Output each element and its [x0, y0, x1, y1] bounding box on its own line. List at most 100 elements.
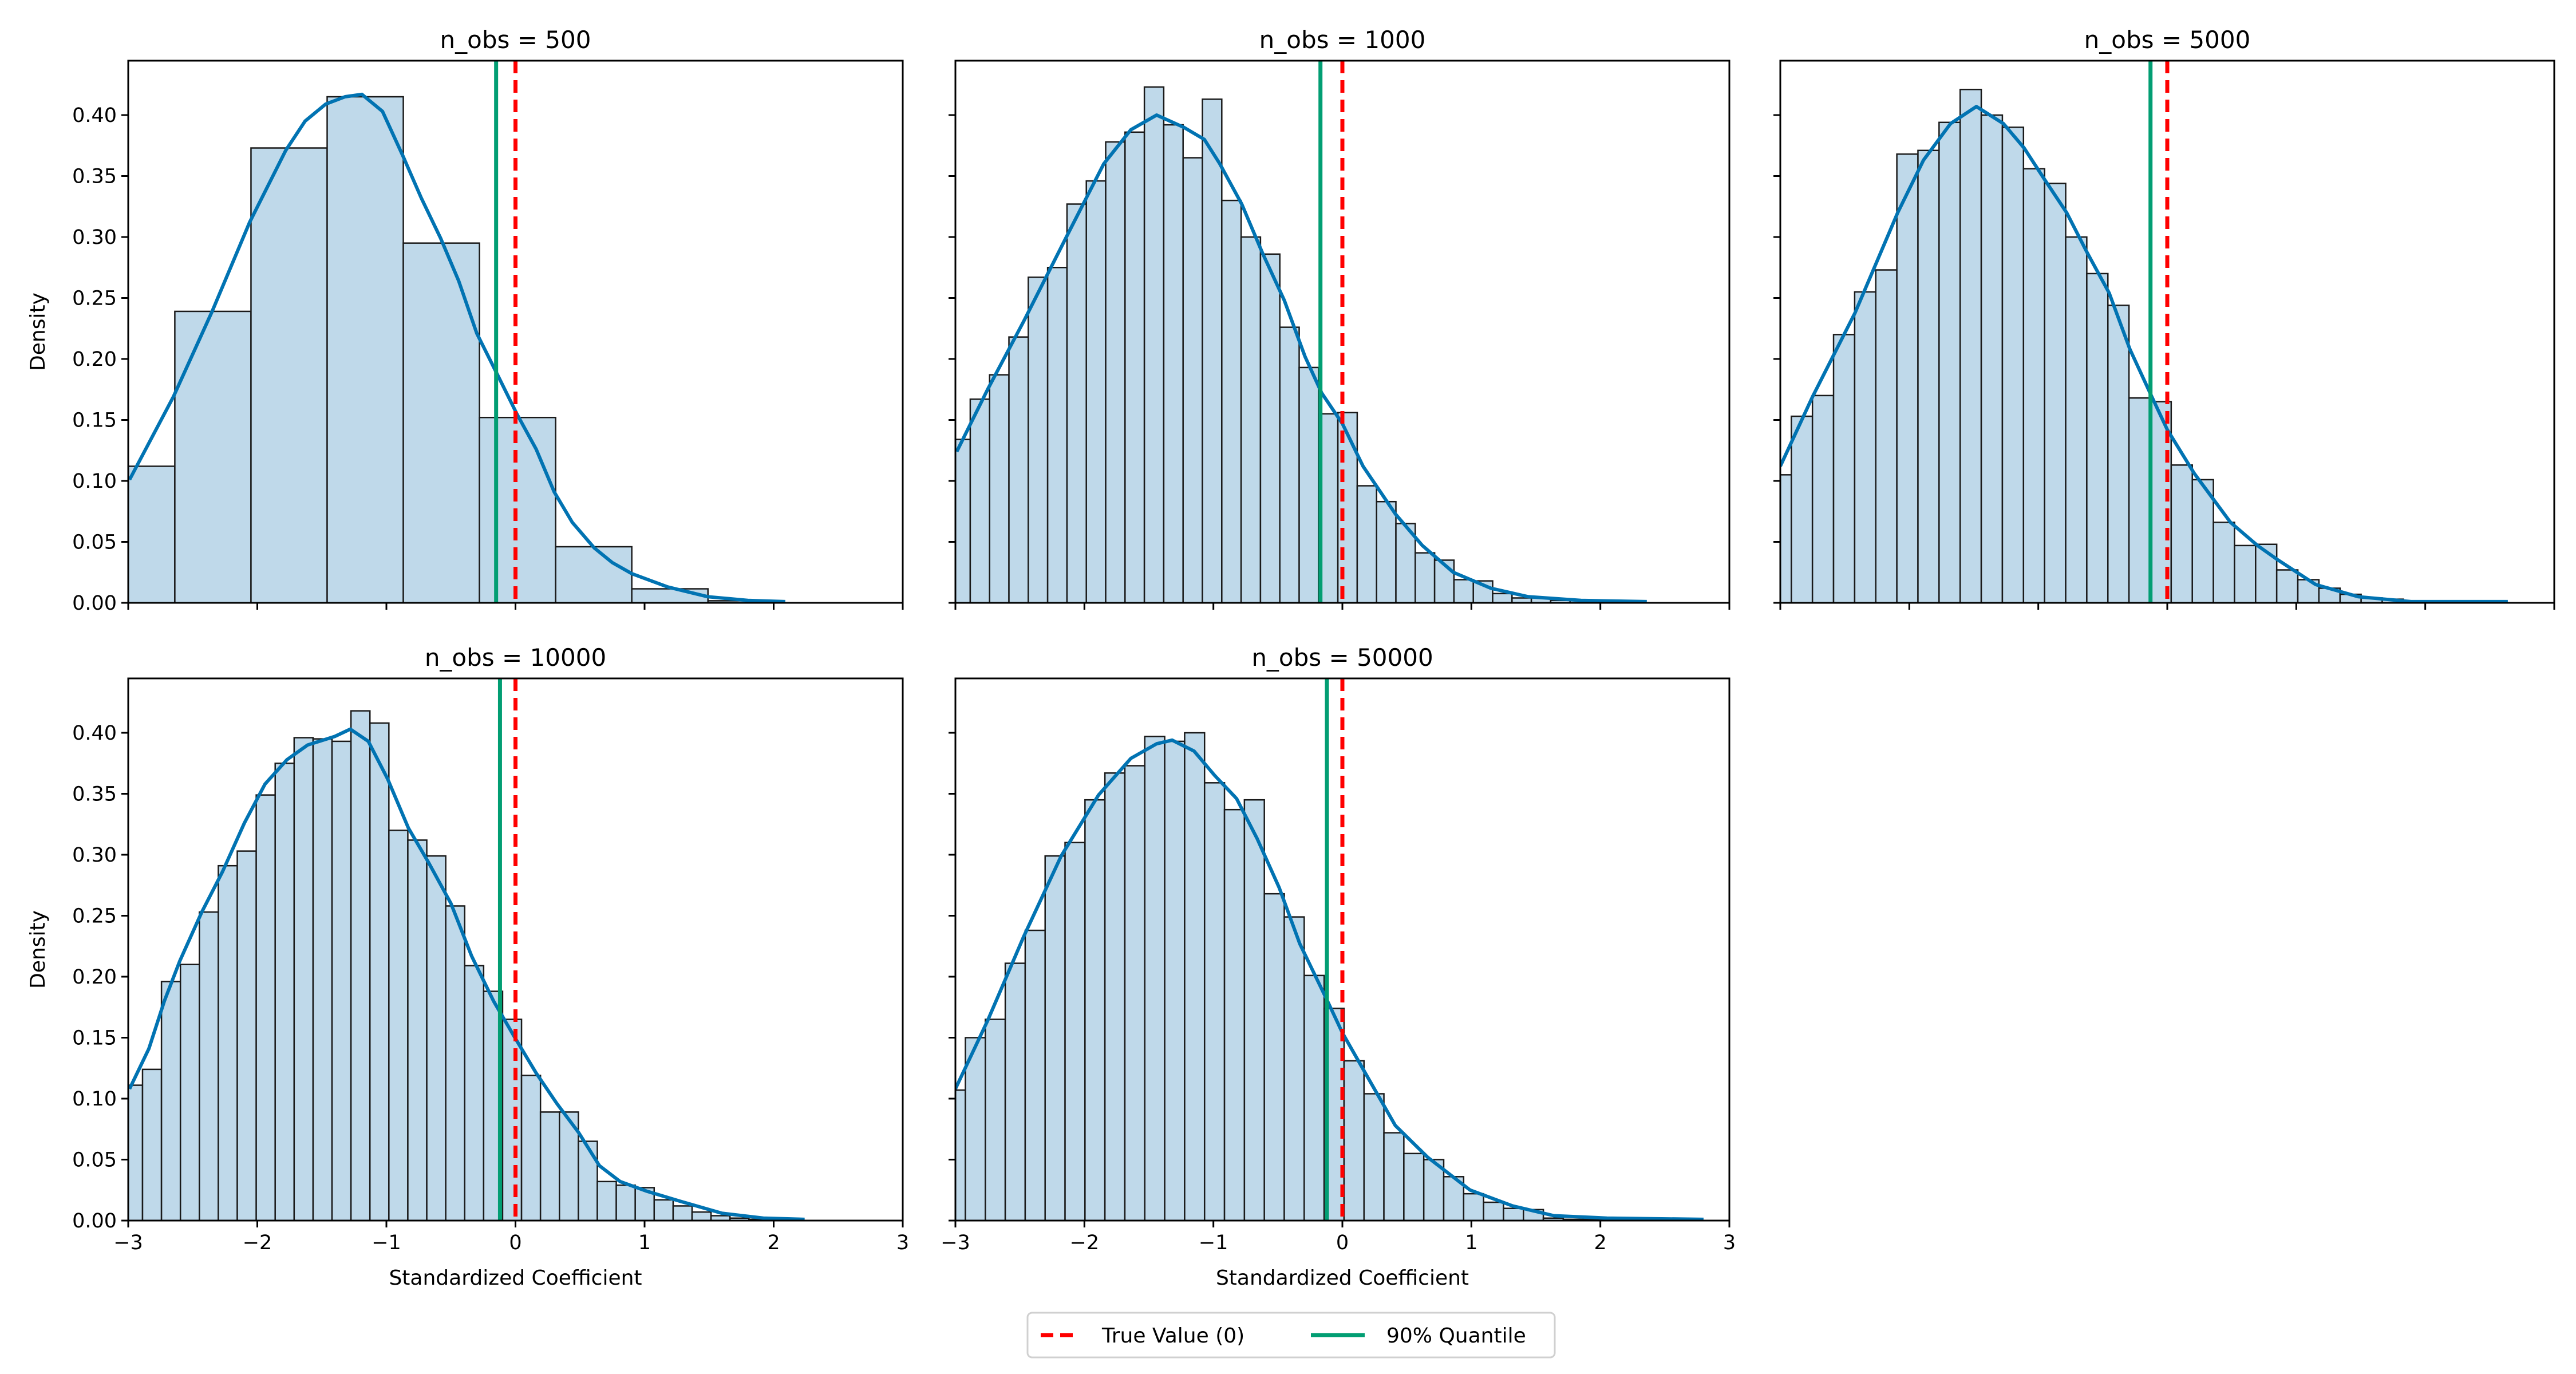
y-tick-label: 0.05	[72, 531, 117, 554]
histogram-bar	[969, 398, 990, 603]
histogram-bar	[1453, 579, 1474, 603]
y-tick-label: 0.15	[72, 1026, 117, 1049]
kde-curve	[955, 738, 1704, 1221]
y-tick-label: 0.15	[72, 409, 117, 432]
y-tick-label: 0.20	[72, 348, 117, 371]
histogram-bar	[539, 1111, 560, 1221]
plot-area	[128, 678, 805, 1221]
plot-area	[1780, 61, 2508, 603]
histogram-bar	[501, 1018, 523, 1221]
panels: n_obs = 500 0.00 0.05 0.10 0.15 0.20 0.25 0.30 0…	[26, 26, 2555, 1290]
histogram-bar	[141, 1068, 163, 1221]
histogram-bar	[1182, 157, 1203, 603]
y-tick-label: 0.25	[72, 905, 117, 927]
histogram-bar	[1298, 366, 1319, 603]
histogram-bar	[1463, 1193, 1484, 1221]
histogram-bar	[1104, 772, 1126, 1221]
y-axis-label: Density	[26, 910, 50, 989]
panel-3: n_obs = 5000	[1773, 26, 2555, 610]
histogram-bar	[350, 710, 371, 1221]
x-axis-label: Standardized Coefficient	[1216, 1266, 1469, 1290]
x-tick-label: −2	[1070, 1231, 1100, 1254]
histogram-bar	[1024, 929, 1046, 1221]
histogram-bar	[312, 738, 333, 1221]
histogram-bar	[128, 1084, 144, 1221]
histogram-bar	[2234, 544, 2257, 603]
histogram-bar	[1959, 89, 1982, 603]
histogram-bar	[1875, 269, 1898, 603]
y-tick-label: 0.05	[72, 1148, 117, 1171]
histogram-bar	[1303, 974, 1325, 1221]
histogram-bar	[955, 439, 971, 603]
histogram-bar	[1811, 394, 1835, 603]
histogram-bar	[1263, 893, 1285, 1221]
histogram-bar	[199, 911, 219, 1221]
histogram-bar	[2128, 397, 2151, 603]
histogram-bar	[2065, 236, 2088, 603]
y-tick-label: 0.20	[72, 966, 117, 989]
panel-title: n_obs = 50000	[1251, 643, 1433, 672]
histogram-bar	[1164, 740, 1186, 1221]
plot-area	[955, 678, 1704, 1221]
histogram-bar	[293, 737, 314, 1221]
histogram-bar	[1279, 326, 1300, 603]
histogram-bar	[250, 147, 328, 603]
histogram-bar	[1832, 334, 1856, 603]
x-tick-label: 1	[1465, 1231, 1477, 1254]
x-tick-label: −3	[113, 1231, 143, 1254]
x-tick-label: 3	[1723, 1231, 1736, 1254]
histogram-bar	[2170, 464, 2193, 603]
y-tick-label: 0.35	[72, 165, 117, 188]
y-tick-label: 0.40	[72, 722, 117, 745]
histogram-bar	[2107, 305, 2130, 603]
histogram-bar	[1221, 199, 1242, 603]
histogram-bar	[1917, 149, 1940, 603]
histogram-bar	[691, 1211, 712, 1221]
histogram-bar	[445, 905, 465, 1221]
legend: True Value (0) 90% Quantile	[1026, 1312, 1556, 1359]
y-tick-label: 0.25	[72, 287, 117, 310]
histogram-bar	[1343, 1060, 1365, 1221]
histogram-bar	[1259, 253, 1281, 603]
histogram-bar	[989, 374, 1010, 603]
histogram-bar	[1403, 1152, 1425, 1221]
histogram-bar	[1854, 291, 1876, 603]
x-axis-label: Standardized Coefficient	[389, 1266, 642, 1290]
histogram-bar	[1066, 203, 1087, 603]
histogram-bar	[331, 740, 352, 1221]
x-tick-label: −1	[1199, 1231, 1228, 1254]
x-tick-label: −1	[372, 1231, 401, 1254]
x-tick-label: −3	[941, 1231, 970, 1254]
histogram-bar	[464, 965, 485, 1221]
histogram-bar	[653, 1199, 674, 1221]
y-tick-label: 0.35	[72, 783, 117, 806]
panel-4: n_obs = 10000 −3 −2 −1 0 1 2 3 0.00 0.05 0.10 0.15 0…	[26, 643, 909, 1290]
kde-curve	[128, 727, 805, 1221]
histogram-bar	[1028, 277, 1049, 603]
histogram-bar	[1980, 114, 2004, 603]
histogram-bar	[1240, 236, 1262, 603]
y-tick-label: 0.00	[72, 1210, 117, 1233]
kde-curve	[955, 113, 1647, 603]
histogram-bar	[1124, 765, 1146, 1221]
histogram-bar	[255, 794, 276, 1221]
histogram-bar	[179, 964, 200, 1221]
legend-box	[1026, 1312, 1556, 1359]
histogram-bar	[1124, 131, 1145, 603]
histogram-bar	[2022, 168, 2045, 603]
histogram-bar	[2086, 273, 2109, 603]
kde-curve	[128, 92, 785, 603]
histogram-bar	[1383, 1132, 1405, 1221]
y-tick-label: 0.10	[72, 470, 117, 493]
histogram-bar	[1184, 732, 1206, 1221]
y-tick-label: 0.40	[72, 104, 117, 127]
panel-title: n_obs = 5000	[2084, 26, 2251, 54]
x-tick-label: 2	[767, 1231, 780, 1254]
histogram-bar	[1791, 415, 1814, 603]
y-tick-label: 0.10	[72, 1088, 117, 1111]
plot-area	[955, 61, 1647, 603]
histogram-bar	[160, 981, 181, 1221]
histogram-bar	[1044, 855, 1066, 1221]
y-axis-label: Density	[26, 293, 50, 371]
